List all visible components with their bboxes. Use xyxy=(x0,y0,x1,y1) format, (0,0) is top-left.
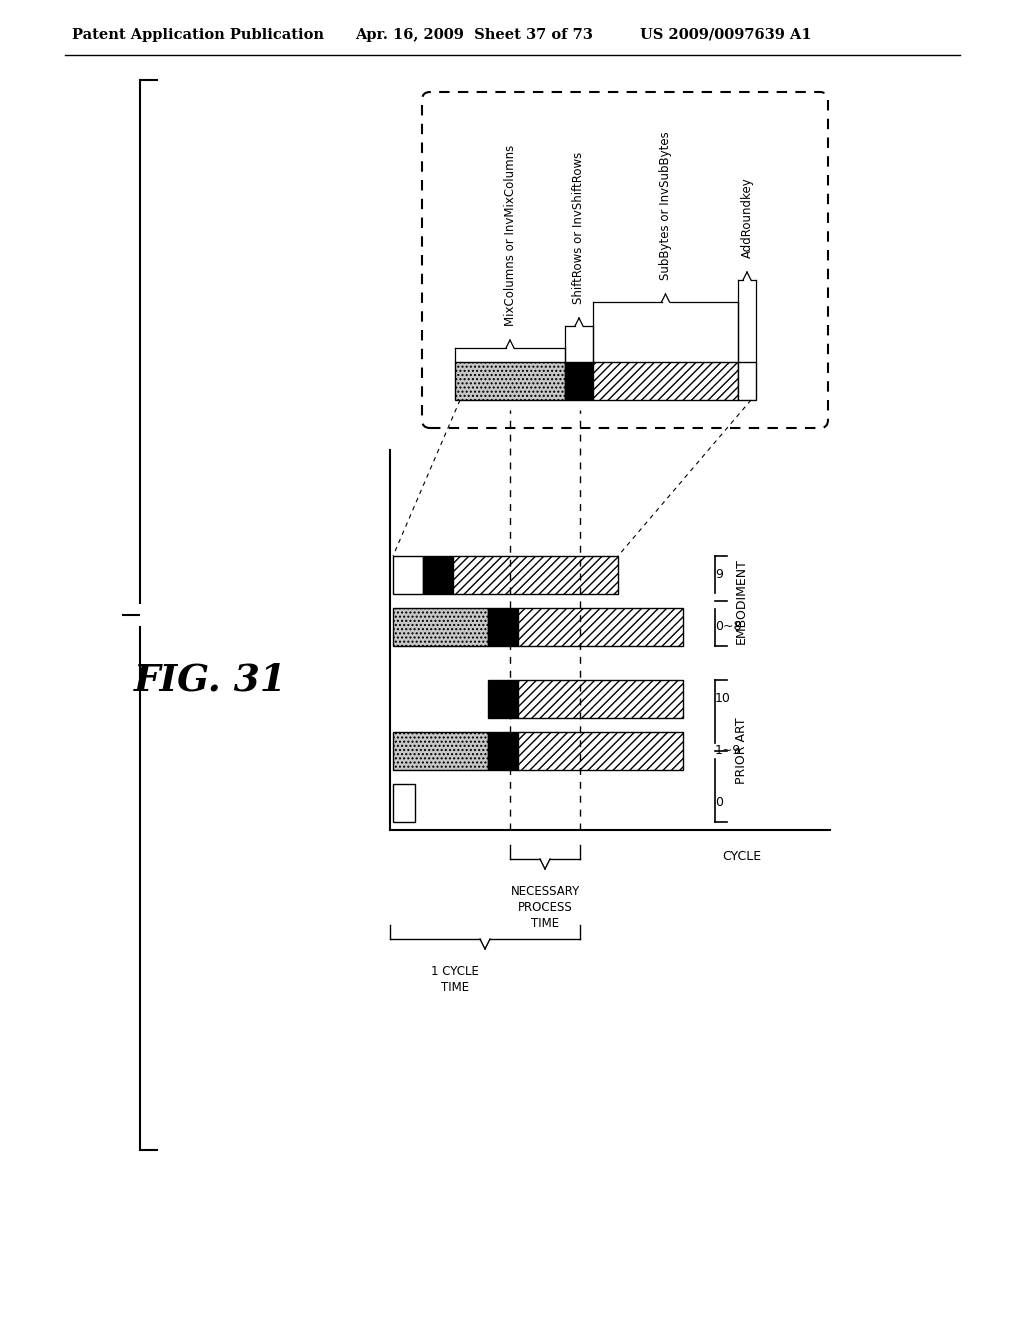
Bar xyxy=(488,680,518,718)
Text: ShiftRows or InvShiftRows: ShiftRows or InvShiftRows xyxy=(572,152,586,304)
Bar xyxy=(393,556,423,594)
Bar xyxy=(738,362,756,400)
Text: FIG. 31: FIG. 31 xyxy=(133,661,287,698)
Text: MixColumns or InvMixColumns: MixColumns or InvMixColumns xyxy=(504,145,516,326)
Text: PRIOR ART: PRIOR ART xyxy=(735,718,748,784)
Text: AddRoundkey: AddRoundkey xyxy=(740,177,754,257)
Bar xyxy=(518,733,683,770)
Bar xyxy=(565,362,593,400)
Text: CYCLE: CYCLE xyxy=(722,850,761,863)
Text: 1 CYCLE
TIME: 1 CYCLE TIME xyxy=(431,965,479,994)
Text: 1~9: 1~9 xyxy=(715,744,741,758)
Text: EMBODIMENT: EMBODIMENT xyxy=(735,558,748,644)
Text: 10: 10 xyxy=(715,693,731,705)
Text: NECESSARY
PROCESS
TIME: NECESSARY PROCESS TIME xyxy=(510,884,580,931)
Bar xyxy=(488,609,518,645)
Bar xyxy=(518,609,683,645)
Bar xyxy=(518,680,683,718)
Bar xyxy=(393,609,488,645)
Text: 0: 0 xyxy=(715,796,723,809)
Text: SubBytes or InvSubBytes: SubBytes or InvSubBytes xyxy=(658,131,672,280)
Bar xyxy=(593,362,738,400)
Text: Apr. 16, 2009  Sheet 37 of 73: Apr. 16, 2009 Sheet 37 of 73 xyxy=(355,28,593,42)
Bar xyxy=(423,556,453,594)
Bar xyxy=(488,733,518,770)
Text: 9: 9 xyxy=(715,569,723,582)
Text: 0~8: 0~8 xyxy=(715,620,741,634)
Text: US 2009/0097639 A1: US 2009/0097639 A1 xyxy=(640,28,812,42)
Text: Patent Application Publication: Patent Application Publication xyxy=(72,28,324,42)
Bar xyxy=(453,556,618,594)
Bar xyxy=(393,784,415,822)
Bar xyxy=(455,362,565,400)
Bar xyxy=(393,733,488,770)
